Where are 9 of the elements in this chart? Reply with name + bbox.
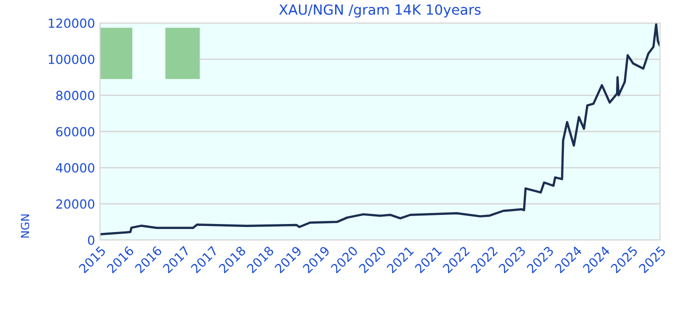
y-tick-label: 100000	[48, 54, 94, 64]
y-tick-label: 20000	[56, 199, 94, 209]
y-tick-label: 0	[88, 235, 94, 245]
y-axis-title: NGN	[20, 214, 30, 238]
y-tick-label: 80000	[56, 90, 94, 100]
y-tick-label: 40000	[56, 163, 94, 173]
y-tick-label: 60000	[56, 126, 94, 136]
y-tick-label: 120000	[48, 18, 94, 28]
chart-title: XAU/NGN /gram 14K 10years	[279, 4, 481, 18]
